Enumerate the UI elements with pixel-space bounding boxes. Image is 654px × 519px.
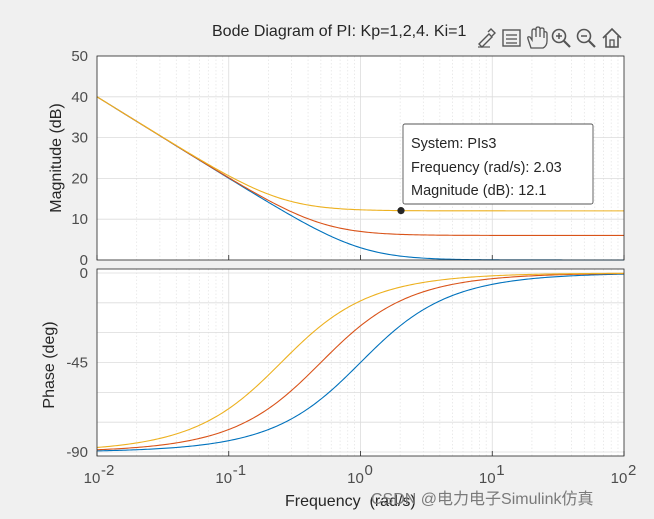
magnitude-ytick-label: 10 <box>71 211 88 228</box>
magnitude-ylabel: Magnitude (dB) <box>48 103 65 212</box>
phase-xtick-label: 10 <box>215 470 232 487</box>
datatip[interactable]: System: PIs3 Frequency (rad/s): 2.03 Mag… <box>397 123 594 215</box>
phase-line-PIs3[interactable] <box>96 272 625 449</box>
pan-hand-icon[interactable] <box>527 26 548 49</box>
phase-line-PIs1[interactable] <box>96 273 625 452</box>
data-cursor-icon[interactable] <box>502 29 521 47</box>
zoom-out-icon[interactable] <box>576 28 596 48</box>
chart-title: Bode Diagram of PI: Kp=1,2,4. Ki=1 <box>212 23 466 40</box>
datatip-system: System: PIs3 <box>411 136 496 152</box>
magnitude-ytick-label: 0 <box>80 252 88 269</box>
magnitude-ytick-label: 40 <box>71 89 88 106</box>
phase-xtick-label: 10 <box>84 470 101 487</box>
phase-ytick-label: -90 <box>66 444 88 461</box>
phase-xtick-exponent: 0 <box>365 462 373 479</box>
zoom-in-icon[interactable] <box>551 28 571 48</box>
phase-ytick-label: -45 <box>66 355 88 372</box>
magnitude-ytick-label: 50 <box>71 48 88 65</box>
phase-xtick-exponent: -1 <box>233 462 246 479</box>
phase-ytick-label: 0 <box>80 265 88 282</box>
phase-xtick-label: 10 <box>611 470 628 487</box>
datatip-frequency: Frequency (rad/s): 2.03 <box>411 160 562 176</box>
magnitude-ytick-label: 20 <box>71 170 88 187</box>
phase-ytick-labels: -90 -45 0 <box>66 265 88 461</box>
phase-curves <box>96 272 625 452</box>
watermark: CSDN @电力电子Simulink仿真 <box>371 490 594 508</box>
home-icon[interactable] <box>602 27 622 48</box>
phase-xtick-exponent: -2 <box>101 462 114 479</box>
magnitude-axes-border <box>96 55 625 261</box>
datatip-box <box>402 123 594 205</box>
phase-line-PIs2[interactable] <box>96 273 625 451</box>
datatip-marker[interactable] <box>397 207 405 215</box>
phase-axes-border <box>96 268 625 457</box>
phase-xtick-label: 10 <box>347 470 364 487</box>
datatip-magnitude: Magnitude (dB): 12.1 <box>411 183 546 199</box>
phase-xtick-label: 10 <box>479 470 496 487</box>
phase-xtick-exponent: 1 <box>496 462 504 479</box>
edit-plot-icon[interactable] <box>476 28 496 48</box>
phase-xtick-exponent: 2 <box>628 462 636 479</box>
magnitude-line-PIs3[interactable] <box>96 96 624 212</box>
phase-ylabel: Phase (deg) <box>41 321 58 408</box>
magnitude-ytick-labels: 0 10 20 30 40 50 <box>71 48 88 269</box>
xlabel: Frequency (rad/s) <box>285 493 416 510</box>
phase-xtick-labels: 10 -2 10 -1 10 0 10 1 10 2 <box>84 462 637 487</box>
magnitude-ytick-label: 30 <box>71 130 88 147</box>
axes-toolbar <box>468 24 628 52</box>
